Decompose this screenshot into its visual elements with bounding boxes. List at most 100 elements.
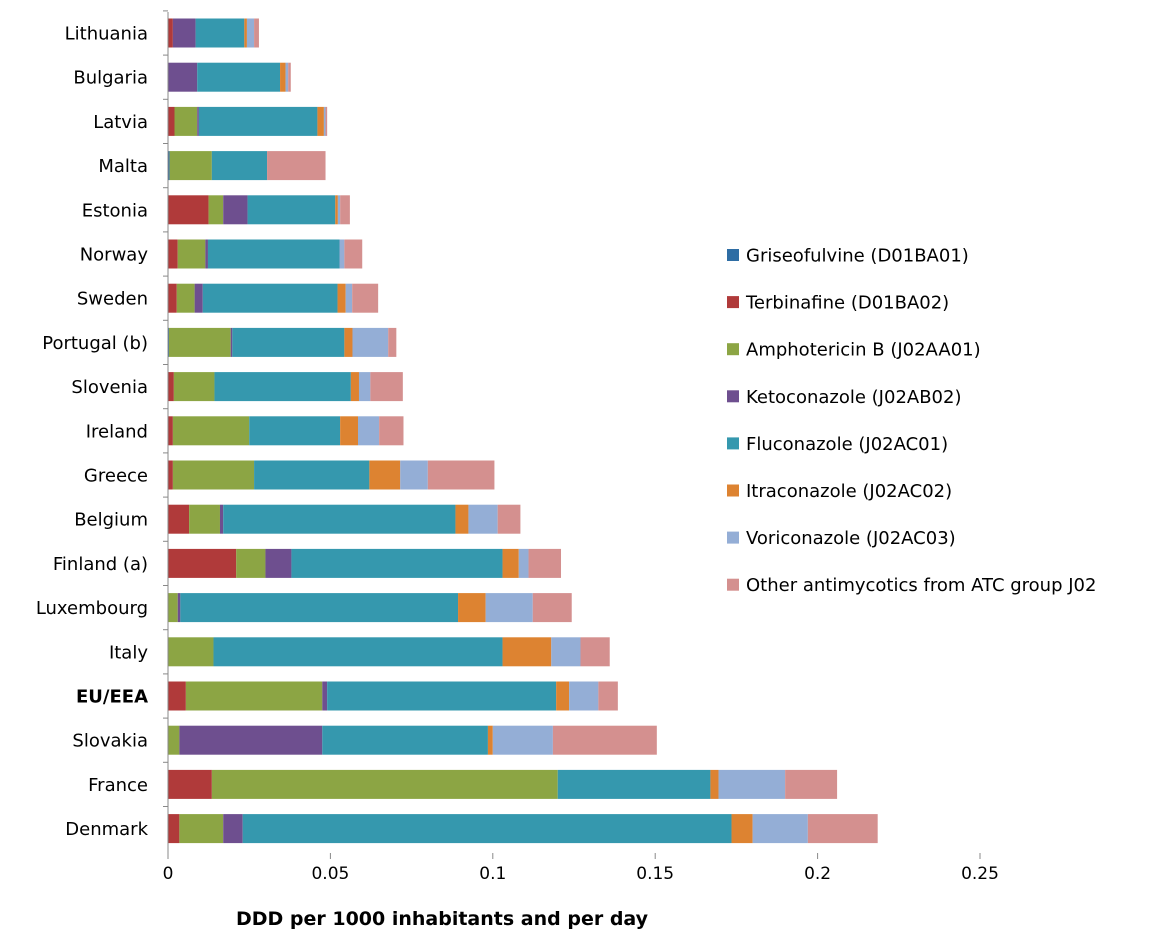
x-tick-label: 0.1 [479,864,506,884]
legend-swatch-terbinafine-d01ba02 [727,296,739,309]
bar-segment-italy-other-antimycotics-from-atc-group-j02 [580,637,610,667]
bar-segment-latvia-other-antimycotics-from-atc-group-j02 [325,106,328,136]
bar-segment-greece-itraconazole-j02ac02 [369,460,401,490]
bar-segment-norway-amphotericin-b-j02aa01 [177,239,206,269]
bar-segment-norway-ketoconazole-j02ab02 [205,239,208,269]
category-label-eu-eea: EU/EEA [76,687,148,708]
x-tick-label: 0.05 [311,864,349,884]
bar-segment-finland-a-other-antimycotics-from-atc-group-j02 [528,548,562,578]
category-label-finland-a: Finland (a) [53,554,148,575]
bar-segment-eu-eea-ketoconazole-j02ab02 [322,681,328,711]
bar-segment-ireland-terbinafine-d01ba02 [168,416,173,446]
bar-segment-portugal-b-voriconazole-j02ac03 [352,327,389,357]
category-label-denmark: Denmark [65,819,148,840]
x-tick-label: 0.15 [636,864,674,884]
bar-segment-belgium-fluconazole-j02ac01 [223,504,456,534]
category-label-lithuania: Lithuania [65,24,148,45]
bar-segment-italy-fluconazole-j02ac01 [213,637,503,667]
bar-segment-sweden-fluconazole-j02ac01 [202,283,338,313]
category-label-malta: Malta [98,156,148,177]
bar-segment-belgium-voriconazole-j02ac03 [468,504,498,534]
bar-segment-bulgaria-voriconazole-j02ac03 [285,62,289,92]
bar-segment-lithuania-fluconazole-j02ac01 [195,18,245,48]
bar-segment-slovakia-voriconazole-j02ac03 [492,725,553,755]
legend-swatch-ketoconazole-j02ab02 [727,390,739,403]
bar-segment-france-itraconazole-j02ac02 [710,769,719,799]
bar-segment-finland-a-itraconazole-j02ac02 [502,548,519,578]
bar-segment-slovakia-fluconazole-j02ac01 [322,725,488,755]
x-tick-label: 0 [163,864,174,884]
bar-segment-portugal-b-amphotericin-b-j02aa01 [168,327,231,357]
category-label-italy: Italy [109,642,148,663]
category-label-france: France [88,775,148,796]
bar-segment-malta-other-antimycotics-from-atc-group-j02 [267,151,326,181]
x-axis-title: DDD per 1000 inhabitants and per day [236,908,649,930]
category-label-ireland: Ireland [86,421,148,442]
bar-segment-lithuania-itraconazole-j02ac02 [244,18,247,48]
bar-segment-slovenia-fluconazole-j02ac01 [214,372,351,402]
bar-segment-belgium-itraconazole-j02ac02 [455,504,469,534]
bar-segment-eu-eea-fluconazole-j02ac01 [327,681,557,711]
bar-segment-belgium-terbinafine-d01ba02 [168,504,190,534]
bar-segment-bulgaria-itraconazole-j02ac02 [280,62,286,92]
bar-segment-finland-a-terbinafine-d01ba02 [168,548,237,578]
bar-segment-bulgaria-other-antimycotics-from-atc-group-j02 [288,62,291,92]
bar-segment-slovakia-itraconazole-j02ac02 [487,725,493,755]
bar-segment-slovakia-amphotericin-b-j02aa01 [168,725,180,755]
bar-segment-lithuania-voriconazole-j02ac03 [246,18,255,48]
x-tick-label: 0.25 [961,864,999,884]
bar-segment-malta-griseofulvine-d01ba01 [168,151,170,181]
legend-swatch-fluconazole-j02ac01 [727,437,739,450]
category-label-latvia: Latvia [93,112,148,133]
legend-swatch-voriconazole-j02ac03 [727,531,739,544]
bar-segment-estonia-itraconazole-j02ac02 [335,195,338,225]
bar-segment-greece-voriconazole-j02ac03 [400,460,428,490]
bar-segment-eu-eea-itraconazole-j02ac02 [556,681,570,711]
bar-segment-greece-fluconazole-j02ac01 [254,460,370,490]
bar-segment-greece-terbinafine-d01ba02 [168,460,173,490]
bar-segment-slovenia-itraconazole-j02ac02 [350,372,359,402]
bar-segment-estonia-other-antimycotics-from-atc-group-j02 [340,195,350,225]
bar-segment-slovakia-other-antimycotics-from-atc-group-j02 [552,725,657,755]
bar-segment-finland-a-fluconazole-j02ac01 [291,548,503,578]
bar-segment-slovenia-voriconazole-j02ac03 [358,372,371,402]
bar-segment-eu-eea-voriconazole-j02ac03 [569,681,599,711]
bar-segment-lithuania-other-antimycotics-from-atc-group-j02 [254,18,259,48]
bar-segment-ireland-amphotericin-b-j02aa01 [172,416,250,446]
bar-segment-norway-voriconazole-j02ac03 [339,239,345,269]
bar-segment-italy-itraconazole-j02ac02 [502,637,552,667]
bar-segment-slovenia-amphotericin-b-j02aa01 [173,372,215,402]
bar-segment-malta-amphotericin-b-j02aa01 [169,151,212,181]
bar-segment-eu-eea-other-antimycotics-from-atc-group-j02 [598,681,618,711]
bar-segment-ireland-other-antimycotics-from-atc-group-j02 [379,416,404,446]
bar-segment-ireland-voriconazole-j02ac03 [358,416,380,446]
bar-segment-luxembourg-itraconazole-j02ac02 [458,593,486,623]
bar-segment-sweden-voriconazole-j02ac03 [345,283,353,313]
bar-segment-luxembourg-fluconazole-j02ac01 [180,593,459,623]
bar-segment-portugal-b-ketoconazole-j02ab02 [230,327,233,357]
bar-segment-belgium-ketoconazole-j02ab02 [219,504,224,534]
bar-segment-belgium-amphotericin-b-j02aa01 [189,504,220,534]
category-label-norway: Norway [80,245,149,266]
bar-segment-france-voriconazole-j02ac03 [718,769,786,799]
category-label-estonia: Estonia [82,200,148,221]
legend-label-other-antimycotics-from-atc-group-j02: Other antimycotics from ATC group J02 [746,575,1096,596]
category-label-portugal-b: Portugal (b) [42,333,148,354]
bar-segment-greece-amphotericin-b-j02aa01 [172,460,255,490]
bar-segment-portugal-b-fluconazole-j02ac01 [232,327,345,357]
bar-segment-norway-terbinafine-d01ba02 [168,239,178,269]
category-label-slovenia: Slovenia [71,377,148,398]
bar-segment-denmark-amphotericin-b-j02aa01 [179,814,224,844]
bar-segment-lithuania-terbinafine-d01ba02 [168,18,173,48]
bar-segment-sweden-terbinafine-d01ba02 [168,283,177,313]
bar-segment-ireland-fluconazole-j02ac01 [249,416,341,446]
bar-segment-denmark-voriconazole-j02ac03 [752,814,808,844]
category-label-slovakia: Slovakia [72,731,148,752]
category-labels: Lithuania Bulgaria Latvia Malta Estonia Norwa… [36,10,168,840]
bar-segment-estonia-amphotericin-b-j02aa01 [208,195,224,225]
bar-segment-finland-a-amphotericin-b-j02aa01 [236,548,266,578]
legend-label-griseofulvine-d01ba01: Griseofulvine (D01BA01) [746,246,969,267]
category-label-bulgaria: Bulgaria [73,68,148,89]
bar-segment-denmark-ketoconazole-j02ab02 [223,814,243,844]
